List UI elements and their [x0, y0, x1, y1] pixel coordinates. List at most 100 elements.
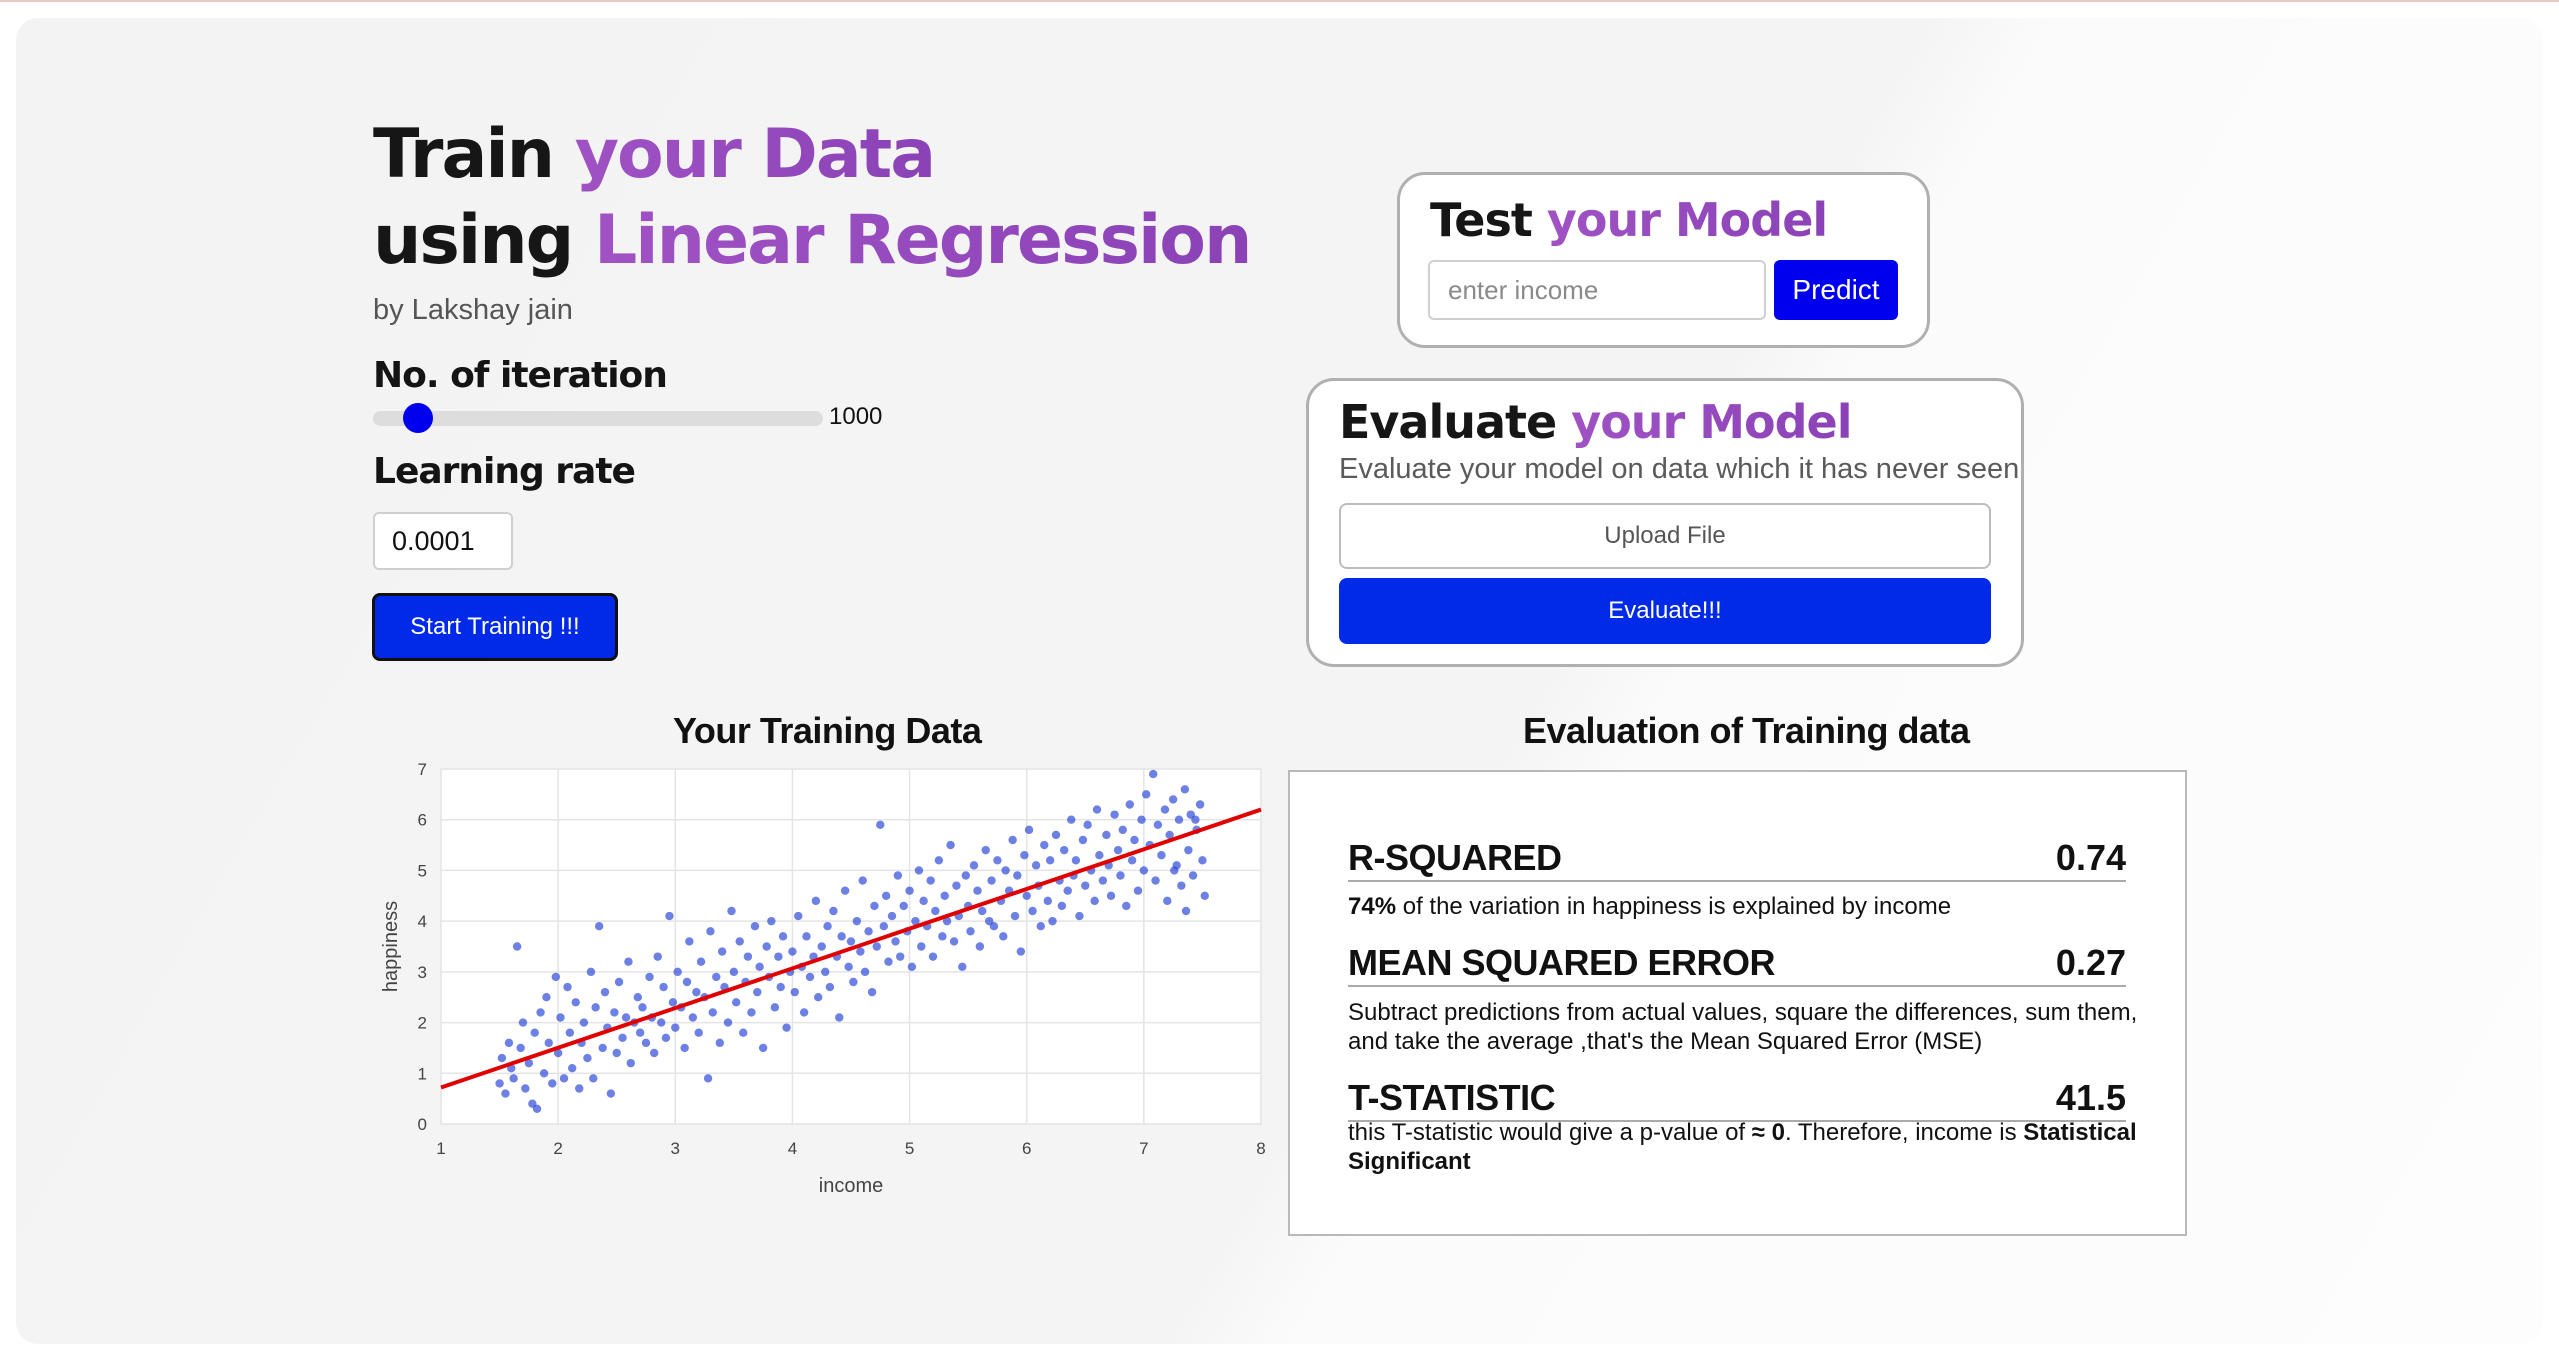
data-point [899, 901, 908, 911]
data-point [811, 896, 821, 906]
iteration-slider[interactable] [373, 411, 823, 426]
r-squared-percent: 74% [1348, 893, 1397, 920]
data-point [864, 927, 873, 936]
data-point [1098, 876, 1108, 885]
data-point [1160, 805, 1170, 814]
data-point [563, 982, 572, 992]
data-point [1090, 896, 1099, 906]
data-point [958, 962, 967, 971]
upload-file-button[interactable]: Upload File [1339, 503, 1991, 569]
data-point [1028, 906, 1037, 916]
data-point [706, 927, 715, 936]
data-point [703, 1074, 713, 1083]
mse-name: MEAN SQUARED ERROR [1348, 942, 1776, 983]
predict-button[interactable]: Predict [1774, 260, 1898, 320]
data-point [621, 1013, 631, 1022]
data-point [556, 1013, 565, 1022]
y-tick-label: 1 [418, 1064, 427, 1083]
data-point [884, 957, 893, 966]
data-point [661, 1033, 671, 1042]
top-border [0, 0, 2559, 2]
data-point [614, 977, 624, 987]
y-tick-label: 3 [418, 963, 427, 982]
income-input[interactable] [1428, 260, 1766, 320]
start-training-button[interactable]: Start Training !!! [372, 593, 618, 661]
data-point [926, 876, 935, 885]
data-point [1048, 916, 1057, 926]
evaluate-button[interactable]: Evaluate!!! [1339, 578, 1991, 644]
data-point [870, 901, 879, 911]
training-chart-title: Your Training Data [673, 710, 982, 751]
page-title: Train your Data using Linear Regression [373, 112, 1252, 284]
data-point [600, 987, 610, 997]
data-point [940, 891, 949, 900]
data-point [1184, 845, 1193, 855]
x-axis-label: income [819, 1175, 883, 1197]
data-point [1008, 835, 1017, 845]
title-line1-accent: your Data [574, 115, 936, 194]
iteration-slider-thumb[interactable] [403, 403, 433, 433]
learning-rate-label: Learning rate [373, 451, 636, 492]
data-point [539, 1069, 549, 1078]
data-point [917, 942, 926, 951]
test-model-title: Test your Model [1430, 193, 1828, 247]
data-point [1060, 845, 1069, 855]
data-point [1200, 891, 1209, 900]
t-desc-significance: Statistical Significant [1348, 1119, 2137, 1175]
data-point [1016, 947, 1026, 956]
mse-row: MEAN SQUARED ERROR 0.27 [1348, 935, 2126, 987]
data-point [732, 998, 741, 1007]
data-point [497, 1053, 507, 1063]
data-point [835, 1013, 844, 1022]
title-line2-accent: Linear Regression [593, 201, 1252, 280]
x-tick-label: 3 [671, 1139, 680, 1158]
x-tick-label: 2 [553, 1139, 562, 1158]
data-point [881, 891, 891, 900]
data-point [659, 982, 668, 992]
data-point [817, 942, 826, 951]
data-point [673, 967, 682, 977]
data-point [907, 962, 917, 971]
x-tick-label: 1 [436, 1139, 445, 1158]
data-point [778, 932, 788, 941]
data-point [551, 972, 560, 982]
x-tick-label: 4 [788, 1139, 797, 1158]
y-tick-label: 5 [418, 861, 427, 880]
data-point [645, 972, 654, 982]
y-tick-label: 6 [418, 811, 427, 830]
x-tick-label: 7 [1139, 1139, 1148, 1158]
t-statistic-name: T-STATISTIC [1348, 1077, 1556, 1118]
data-point [694, 1028, 703, 1037]
data-point [735, 937, 744, 946]
data-point [858, 876, 867, 885]
data-point [1063, 886, 1072, 895]
data-point [610, 1008, 619, 1017]
data-point [750, 922, 760, 931]
r-squared-desc-text: of the variation in happiness is explain… [1396, 893, 1952, 920]
data-point [952, 881, 961, 890]
data-point [1110, 810, 1119, 819]
data-point [586, 967, 596, 977]
data-point [668, 998, 678, 1007]
data-point [618, 1033, 627, 1042]
data-point [928, 952, 938, 961]
data-point [753, 987, 762, 997]
data-point [739, 1028, 748, 1037]
data-point [1165, 830, 1174, 840]
data-point [504, 1038, 514, 1048]
x-tick-label: 8 [1256, 1139, 1265, 1158]
data-point [802, 932, 811, 941]
r-squared-value: 0.74 [2055, 837, 2126, 878]
r-squared-row: R-SQUARED 0.74 [1348, 830, 2126, 882]
data-point [849, 977, 858, 987]
learning-rate-input[interactable] [373, 512, 513, 570]
data-point [743, 952, 753, 961]
data-point [1045, 856, 1055, 865]
data-point [1075, 911, 1084, 921]
data-point [893, 871, 903, 880]
data-point [1043, 896, 1052, 906]
data-point [867, 987, 877, 997]
iteration-label: No. of iteration [373, 355, 668, 396]
data-point [708, 1008, 717, 1017]
